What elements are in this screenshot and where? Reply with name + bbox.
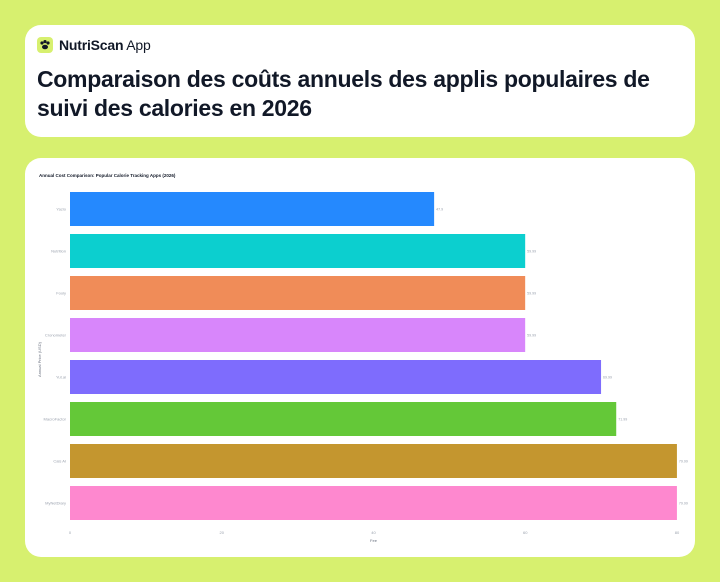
category-label: Yazio bbox=[56, 207, 66, 212]
data-label: 59.99 bbox=[527, 250, 536, 254]
bar bbox=[70, 234, 526, 268]
bar bbox=[70, 444, 677, 478]
x-axis-label: Fee bbox=[370, 538, 378, 543]
paw-icon bbox=[37, 37, 53, 53]
bar bbox=[70, 192, 435, 226]
bar bbox=[70, 318, 526, 352]
brand: NutriScan App bbox=[37, 37, 151, 53]
data-label: 59.99 bbox=[527, 334, 536, 338]
bar-chart: Yazio 47.9 Nutrition 59.99 Fooly 59.99 Cronome… bbox=[37, 192, 688, 543]
category-label: MyNetDiary bbox=[45, 501, 66, 506]
data-label: 79.99 bbox=[679, 502, 688, 506]
data-label: 59.99 bbox=[527, 292, 536, 296]
header-card: NutriScan App Comparaison des coûts annu… bbox=[25, 25, 695, 137]
bar bbox=[70, 486, 677, 520]
x-tick-label: 20 bbox=[220, 530, 225, 535]
category-label: Fooly bbox=[56, 291, 66, 296]
y-axis-label: Annual Price (USD) bbox=[37, 341, 42, 377]
chart-card: Annual Cost Comparison: Popular Calorie … bbox=[25, 158, 695, 557]
x-tick-label: 80 bbox=[675, 530, 680, 535]
bar bbox=[70, 402, 617, 436]
data-label: 79.99 bbox=[679, 460, 688, 464]
data-label: 47.9 bbox=[436, 208, 443, 212]
data-label: 71.99 bbox=[618, 418, 627, 422]
bar bbox=[70, 360, 602, 394]
category-label: Cronometer bbox=[45, 333, 67, 338]
category-label: Nutrition bbox=[51, 249, 66, 254]
category-label: Cals AI bbox=[53, 459, 66, 464]
x-tick-label: 60 bbox=[523, 530, 528, 535]
page-title: Comparaison des coûts annuels des applis… bbox=[37, 66, 650, 121]
x-tick-label: 0 bbox=[69, 530, 72, 535]
category-label: Yut.ai bbox=[56, 375, 66, 380]
bar bbox=[70, 276, 526, 310]
category-label: MacroFactor bbox=[44, 417, 67, 422]
brand-name: NutriScan App bbox=[59, 37, 151, 53]
chart-title: Annual Cost Comparison: Popular Calorie … bbox=[39, 173, 176, 178]
x-tick-label: 40 bbox=[371, 530, 376, 535]
data-label: 69.99 bbox=[603, 376, 612, 380]
